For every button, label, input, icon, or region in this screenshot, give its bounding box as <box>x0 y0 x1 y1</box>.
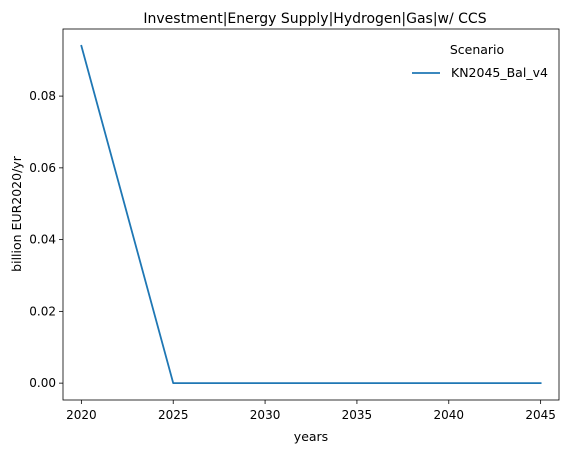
x-tick-label: 2045 <box>525 408 556 422</box>
x-axis-label: years <box>294 429 328 444</box>
plot-frame <box>62 28 560 401</box>
x-tick-label: 2030 <box>250 408 281 422</box>
y-tick-label: 0.06 <box>29 161 56 175</box>
y-tick-label: 0.02 <box>29 304 56 318</box>
x-tick-label: 2020 <box>66 408 97 422</box>
x-tick-label: 2025 <box>158 408 189 422</box>
legend: Scenario KN2045_Bal_v4 <box>412 42 548 80</box>
chart-title: Investment|Energy Supply|Hydrogen|Gas|w/… <box>143 11 486 27</box>
series-line <box>80 44 542 385</box>
plot-area <box>80 44 542 385</box>
y-tick-label: 0.04 <box>29 233 56 247</box>
legend-title: Scenario <box>450 42 504 57</box>
x-tick-label: 2035 <box>342 408 373 422</box>
x-tick-label: 2040 <box>434 408 465 422</box>
y-axis: 0.00 0.02 0.04 0.06 0.08 <box>29 89 63 390</box>
y-tick-label: 0.08 <box>29 89 56 103</box>
x-axis: 2020 2025 2030 2035 2040 2045 <box>66 400 556 422</box>
y-axis-label: billion EUR2020/yr <box>9 155 24 272</box>
y-tick-label: 0.00 <box>29 376 56 390</box>
legend-entry-label: KN2045_Bal_v4 <box>451 65 548 80</box>
